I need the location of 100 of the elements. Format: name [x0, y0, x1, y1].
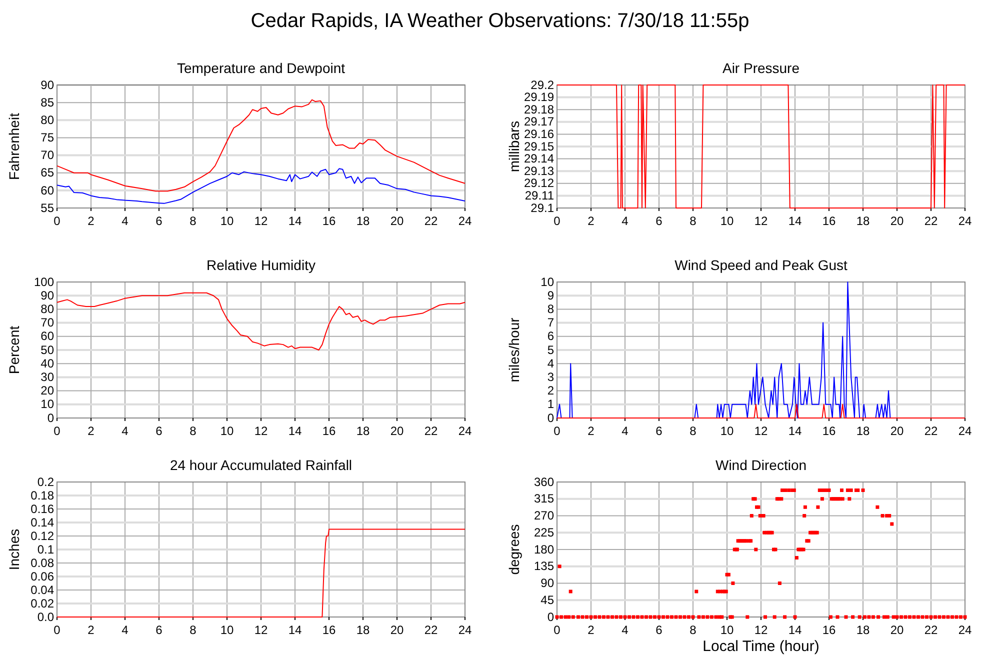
y-axis-title: millibars — [506, 120, 522, 172]
y-tick-label: 65 — [40, 166, 54, 180]
x-tick-label: 20 — [390, 424, 404, 438]
x-tick-label: 20 — [390, 622, 404, 637]
x-tick-label: 18 — [856, 424, 870, 438]
x-tick-label: 10 — [720, 424, 734, 438]
y-tick-label: 40 — [40, 356, 54, 370]
x-tick-label: 6 — [156, 622, 163, 637]
x-tick-label: 4 — [622, 214, 629, 228]
y-tick-label: 180 — [534, 542, 554, 556]
x-tick-label: 6 — [656, 214, 663, 228]
x-tick-label: 8 — [190, 622, 197, 637]
x-tick-label: 8 — [690, 622, 697, 637]
x-tick-label: 10 — [720, 622, 734, 637]
y-tick-label: 270 — [534, 508, 554, 523]
chart-title: Temperature and Dewpoint — [176, 60, 346, 76]
x-tick-label: 20 — [890, 424, 904, 438]
y-tick-label: 45 — [540, 592, 554, 607]
y-tick-label: 9 — [547, 288, 554, 302]
y-tick-label: 8 — [547, 302, 554, 316]
x-tick-label: 8 — [190, 424, 197, 438]
y-axis-title: degrees — [506, 524, 522, 575]
x-tick-label: 16 — [322, 214, 336, 228]
y-tick-label: 0.18 — [30, 488, 54, 502]
x-tick-label: 16 — [322, 622, 336, 637]
x-tick-label: 4 — [122, 214, 129, 228]
y-tick-label: 4 — [547, 356, 554, 370]
x-tick-label: 2 — [588, 424, 595, 438]
y-tick-label: 90 — [40, 288, 54, 302]
y-axis-title: Inches — [6, 528, 22, 570]
y-tick-label: 0.04 — [30, 582, 54, 597]
y-tick-label: 29.14 — [524, 152, 554, 166]
text: Cedar Rapids, IA Weather Observations: 7/30/18 11:55p — [250, 10, 750, 32]
y-tick-label: 0.14 — [30, 515, 54, 530]
x-tick-label: 4 — [622, 622, 629, 637]
y-tick-label: 30 — [40, 370, 54, 384]
y-tick-label: 0.02 — [30, 596, 54, 610]
y-tick-label: 0.12 — [30, 528, 54, 543]
y-tick-label: 29.12 — [524, 176, 554, 190]
x-tick-label: 18 — [856, 622, 870, 637]
x-tick-label: 6 — [156, 214, 163, 228]
y-tick-label: 60 — [40, 183, 54, 198]
x-tick-label: 20 — [890, 214, 904, 228]
x-tick-label: 18 — [856, 214, 870, 228]
x-tick-label: 10 — [220, 424, 234, 438]
x-tick-label: 12 — [754, 622, 768, 637]
y-tick-label: 0.06 — [30, 569, 54, 584]
y-tick-label: 29.2 — [530, 78, 554, 92]
y-axis-title: Fahrenheit — [6, 112, 22, 180]
y-tick-label: 90 — [540, 576, 554, 590]
y-tick-label: 100 — [34, 274, 54, 289]
x-tick-label: 14 — [288, 622, 302, 637]
x-tick-label: 8 — [690, 424, 697, 438]
y-tick-label: 0.1 — [37, 542, 54, 556]
y-tick-label: 85 — [40, 95, 54, 110]
x-tick-label: 24 — [458, 214, 472, 228]
y-tick-label: 29.17 — [524, 114, 554, 129]
x-tick-label: 10 — [220, 622, 234, 637]
x-tick-label: 8 — [190, 214, 197, 228]
x-tick-label: 14 — [788, 424, 802, 438]
y-tick-label: 5 — [547, 342, 554, 357]
x-tick-label: 6 — [656, 622, 663, 637]
x-tick-label: 12 — [754, 214, 768, 228]
chart-title: Air Pressure — [722, 60, 800, 76]
line-series — [56, 168, 466, 204]
y-tick-label: 225 — [534, 525, 554, 540]
line-series — [56, 292, 466, 350]
y-tick-label: 29.11 — [524, 188, 554, 203]
y-tick-label: 29.1 — [530, 200, 554, 215]
x-tick-label: 2 — [588, 622, 595, 637]
y-tick-label: 29.19 — [524, 90, 554, 104]
y-tick-label: 70 — [40, 148, 54, 162]
y-tick-label: 80 — [40, 112, 54, 127]
x-tick-label: 14 — [288, 424, 302, 438]
x-tick-label: 6 — [156, 424, 163, 438]
x-tick-label: 24 — [458, 424, 472, 438]
x-tick-label: 16 — [322, 424, 336, 438]
x-axis-title: Local Time (hour) — [702, 638, 820, 655]
y-tick-label: 29.13 — [524, 164, 554, 178]
x-tick-label: 2 — [88, 214, 95, 228]
x-tick-label: 24 — [458, 622, 472, 637]
y-tick-label: 90 — [40, 78, 54, 92]
x-tick-label: 22 — [424, 424, 438, 438]
x-tick-label: 18 — [356, 424, 370, 438]
y-tick-label: 135 — [534, 559, 554, 574]
y-tick-label: 7 — [547, 316, 554, 330]
y-axis-title: miles/hour — [506, 317, 522, 382]
y-tick-label: 75 — [40, 130, 54, 145]
x-tick-label: 2 — [588, 214, 595, 228]
x-tick-label: 22 — [924, 424, 938, 438]
x-tick-label: 12 — [254, 622, 268, 637]
y-tick-label: 0.08 — [30, 556, 54, 570]
x-tick-label: 22 — [424, 622, 438, 637]
y-tick-label: 315 — [534, 492, 554, 506]
x-tick-label: 2 — [88, 424, 95, 438]
y-tick-label: 0.16 — [30, 502, 54, 516]
y-tick-label: 55 — [40, 200, 54, 215]
x-tick-label: 20 — [390, 214, 404, 228]
y-tick-label: 80 — [40, 302, 54, 316]
x-tick-label: 4 — [122, 424, 129, 438]
